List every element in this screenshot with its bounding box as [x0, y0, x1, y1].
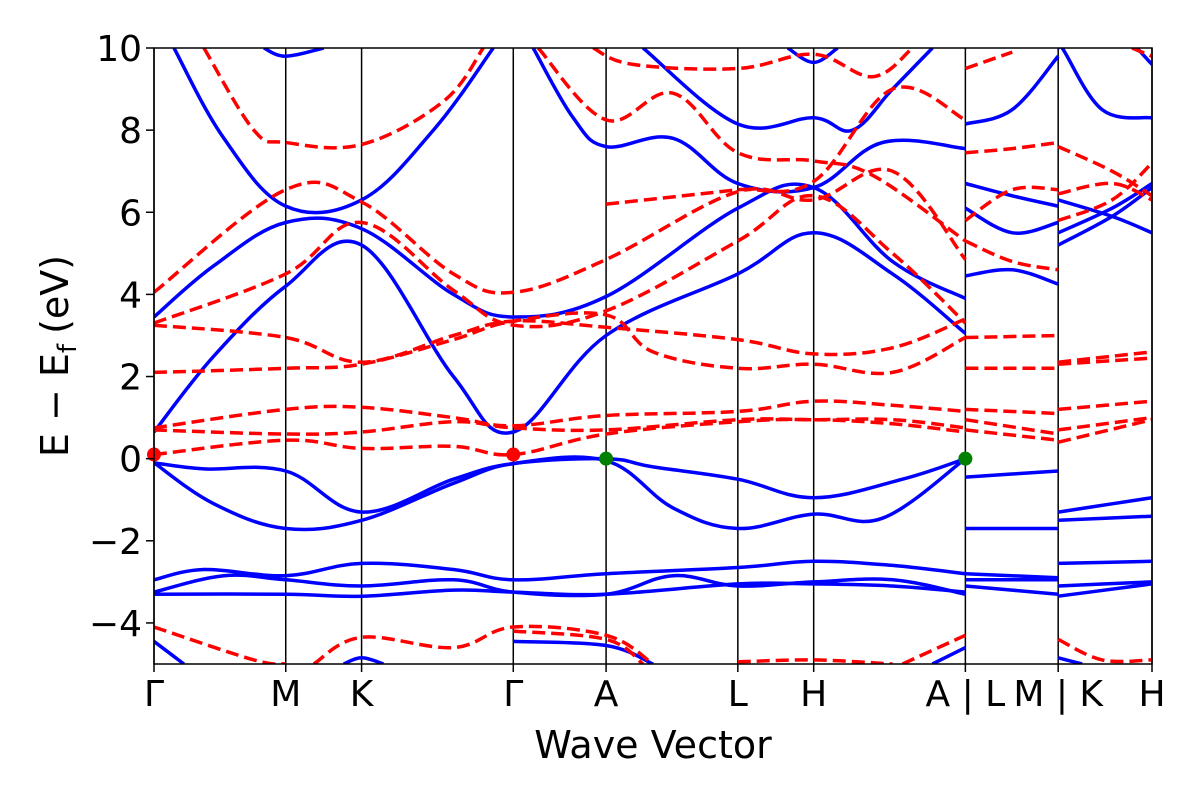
spin-up-band: [964, 55, 1060, 126]
spin-up-band: [154, 182, 967, 319]
spin-up-band: [172, 48, 495, 215]
spin-up-band: [531, 48, 966, 194]
spin-down-band: [513, 629, 645, 664]
x-tick-label: H: [1138, 674, 1165, 715]
spin-up-band: [964, 206, 1059, 235]
spin-up-band: [1057, 582, 1152, 598]
spin-down-band: [1058, 350, 1152, 364]
spin-up-band: [1057, 656, 1083, 664]
spin-up-band: [964, 181, 1059, 208]
vbm-marker: [599, 451, 614, 466]
y-axis-label: E − Ef (eV): [33, 255, 83, 457]
x-tick-label: H: [800, 674, 827, 715]
y-tick-label: 0: [119, 440, 142, 481]
spin-up-band: [342, 656, 385, 664]
spin-down-band: [1057, 181, 1152, 202]
spin-down-band: [901, 633, 967, 664]
spin-up-band: [513, 639, 654, 664]
y-axis-label-unit: (eV): [33, 255, 77, 334]
y-axis-ticks: −4 −2 0 2 4 6 8 10: [89, 29, 154, 645]
spin-up-band: [154, 231, 967, 435]
y-tick-label: −2: [89, 522, 142, 563]
y-axis-label-sub: f: [53, 343, 83, 353]
vbm-marker: [958, 451, 973, 466]
spin-up-band: [1057, 198, 1152, 235]
spin-down-band: [1058, 399, 1152, 412]
x-axis-label: Wave Vector: [534, 723, 772, 767]
spin-down-band: [965, 428, 1059, 442]
spin-down-band: [965, 140, 1059, 155]
spin-up-band: [965, 469, 1059, 479]
y-tick-label: 8: [119, 111, 142, 152]
spin-down-band: [965, 333, 1059, 340]
spin-down-band: [605, 85, 967, 206]
spin-down-band: [1058, 356, 1152, 366]
x-tick-label: A: [594, 674, 619, 715]
spin-up-band: [786, 48, 839, 65]
extremum-markers: [147, 447, 973, 466]
spin-down-band: [154, 625, 286, 664]
spin-down-band: [1057, 145, 1152, 198]
y-tick-label: 10: [96, 29, 142, 70]
spin-down-band: [202, 48, 485, 150]
y-tick-label: 2: [119, 358, 142, 399]
spin-up-band: [154, 456, 966, 514]
x-tick-label: A | L: [926, 674, 1006, 715]
spin-up-band: [965, 267, 1059, 286]
spin-down-band: [154, 311, 967, 376]
spin-down-band: [312, 624, 655, 664]
spin-up-band: [154, 559, 966, 582]
spin-up-band: [1056, 48, 1152, 120]
cbm-marker: [506, 447, 521, 462]
spin-down-band: [154, 417, 966, 436]
x-tick-label: M | K: [1013, 674, 1104, 715]
spin-up-band: [154, 640, 185, 664]
spin-down-band: [1057, 637, 1152, 664]
spin-down-band: [154, 399, 966, 430]
spin-down-band: [965, 407, 1059, 416]
spin-up-band: [1057, 186, 1152, 247]
x-tick-label: L: [728, 674, 748, 715]
y-tick-label: 4: [119, 275, 142, 316]
spin-up-band: [1058, 514, 1152, 523]
spin-down-band: [737, 658, 893, 664]
spin-up-band: [154, 455, 967, 532]
y-tick-label: 6: [119, 193, 142, 234]
spin-up-band: [263, 48, 325, 58]
spin-down-band: [1057, 415, 1152, 432]
spin-down-band: [154, 167, 967, 295]
x-tick-label: Γ: [144, 674, 164, 715]
plot-frame: [153, 47, 1153, 665]
x-tick-label: Γ: [503, 674, 523, 715]
spin-up-band: [931, 646, 967, 664]
spin-up-band: [1057, 495, 1152, 514]
x-tick-label: K: [350, 674, 375, 715]
spin-down-band: [1057, 161, 1152, 223]
spin-down-band: [154, 194, 967, 329]
spin-down-band: [536, 48, 967, 243]
band-lines: [154, 48, 1152, 664]
spin-up-band: [154, 581, 966, 599]
spin-up-band: [1058, 580, 1152, 588]
spin-down-band: [154, 417, 966, 457]
spin-down-band: [1057, 417, 1152, 444]
spin-down-band: [964, 50, 1013, 71]
x-tick-label: M: [270, 674, 301, 715]
spin-down-band: [964, 239, 1059, 272]
spin-down-band: [154, 317, 967, 364]
spin-down-band: [592, 48, 914, 79]
spin-up-band: [1058, 559, 1152, 566]
spin-up-band: [965, 584, 1059, 596]
y-tick-label: −4: [89, 604, 142, 645]
y-axis-label-main: E − E: [33, 353, 77, 457]
spin-up-band: [965, 571, 1059, 580]
spin-down-band: [965, 417, 1059, 436]
